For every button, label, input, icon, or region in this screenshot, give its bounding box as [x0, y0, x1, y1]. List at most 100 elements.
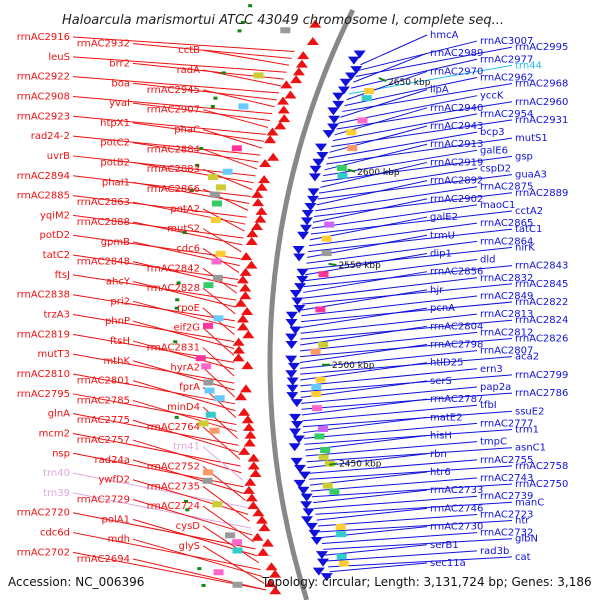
leader-line	[72, 333, 235, 363]
left-strand-gene-arrow	[267, 152, 280, 161]
left-strand-gene-arrow	[297, 51, 310, 60]
gene-label: cat	[515, 552, 531, 563]
left-strand-gene-arrow	[255, 206, 268, 215]
left-strand-gene-arrow	[258, 175, 271, 184]
left-strand-gene-arrow	[251, 532, 264, 541]
gene-label: rrnAC2795	[17, 389, 70, 400]
right-strand-gene-arrow	[353, 50, 366, 59]
cog-feature-box	[311, 391, 322, 398]
gene-label: trm1	[515, 424, 539, 435]
gene-label: rrnAC2801	[77, 376, 130, 387]
leader-line	[321, 155, 513, 182]
gene-label: phnP	[105, 316, 130, 327]
gene-label: htpX1	[100, 118, 130, 129]
label-connectors	[72, 34, 513, 591]
gene-label: glnA	[48, 409, 70, 420]
gene-label: rrnAC2720	[17, 508, 70, 519]
left-strand-gene-arrow	[292, 67, 305, 76]
gene-label: uvrB	[47, 151, 70, 162]
cog-feature-box	[253, 72, 264, 79]
leader-line	[132, 201, 246, 225]
right-strand-gene-arrow	[312, 567, 325, 576]
cog-feature-box	[329, 488, 340, 495]
right-strand-gene-arrow	[289, 290, 302, 299]
left-strand-gene-arrow	[232, 345, 245, 354]
leader-line	[311, 204, 478, 229]
gene-label: rad3b	[480, 546, 509, 557]
cog-feature-box	[198, 420, 209, 427]
cog-feature-box	[202, 469, 213, 476]
gene-label: mutS1	[515, 133, 548, 144]
left-strand-gene-arrow	[258, 523, 271, 532]
right-strand-gene-arrow	[297, 231, 310, 240]
right-strand-gene-arrow	[291, 421, 304, 430]
kbp-tick-label: 2650 kbp	[388, 78, 431, 88]
gene-label: eif2G	[173, 323, 200, 334]
gene-label: rrnAC2845	[515, 279, 568, 290]
cog-feature-box	[212, 200, 223, 207]
right-strand-gene-arrow	[317, 558, 330, 567]
right-strand-gene-arrow	[316, 151, 329, 160]
leader-line	[72, 214, 244, 239]
gene-label: matE2	[430, 412, 462, 423]
gene-label: rrnAC2864	[480, 236, 533, 247]
leader-line	[302, 277, 478, 299]
left-strand-gene-arrow	[269, 569, 282, 578]
cog-feature-box	[324, 221, 335, 228]
leader-line	[132, 300, 235, 329]
leader-line	[202, 228, 242, 253]
leader-line	[72, 76, 280, 94]
left-strand-gene-arrow	[245, 260, 258, 269]
leader-line	[323, 149, 478, 177]
leader-line	[300, 331, 478, 352]
gene-label: rrnAC2989	[430, 48, 483, 59]
right-strand-gene-arrow	[300, 493, 313, 502]
leader-line	[305, 246, 513, 270]
gc-skew-mark	[213, 96, 218, 100]
right-strand-gene-arrow	[345, 72, 358, 81]
leader-line	[301, 398, 428, 416]
gene-label: rrnAC2902	[430, 194, 483, 205]
leader-line	[132, 162, 254, 184]
leader-line	[316, 180, 428, 206]
cog-feature-box	[231, 145, 242, 152]
kbp-tick-mark	[378, 77, 387, 83]
leader-line	[331, 119, 513, 147]
leader-line	[360, 34, 428, 66]
left-strand-gene-arrow	[234, 392, 247, 401]
gc-skew-mark	[248, 4, 253, 8]
leader-line	[312, 198, 428, 223]
gc-skew-mark	[182, 231, 187, 235]
gene-label: rrnAC2832	[480, 273, 533, 284]
gene-label: trmU	[430, 230, 455, 241]
right-strand-gene-arrow	[327, 107, 340, 116]
leader-line	[132, 558, 267, 591]
leader-line	[357, 40, 478, 72]
gene-label: gsp	[515, 151, 533, 162]
gene-label: rrnAC2919	[430, 157, 483, 168]
leader-line	[202, 307, 235, 336]
gene-label: rrnAC2916	[17, 32, 70, 43]
leader-line	[72, 432, 241, 467]
leader-line	[309, 465, 513, 480]
leader-line	[302, 404, 478, 422]
left-strand-gene-arrow	[236, 275, 249, 284]
gene-label: serS	[430, 376, 452, 387]
right-strand-gene-arrow	[290, 457, 303, 466]
gene-label: fprA	[179, 382, 200, 393]
gene-label: rrnAC2931	[515, 115, 568, 126]
left-strand-gene-arrow	[239, 283, 252, 292]
gene-label: mcm2	[39, 428, 70, 439]
gene-label: rrnAC2743	[480, 473, 533, 484]
gene-label: rrnAC2913	[430, 139, 483, 150]
gc-skew-mark	[221, 71, 226, 75]
gene-label: ftsJ	[55, 270, 70, 281]
gc-skew-mark	[174, 306, 179, 310]
leader-line	[310, 210, 513, 235]
left-strand-gene-arrow	[255, 182, 268, 191]
gene-label: rrnAC2995	[515, 42, 568, 53]
leader-line	[301, 386, 478, 404]
left-strand-gene-arrow	[241, 415, 254, 424]
kbp-tick-label: 2500 kbp	[332, 361, 375, 371]
leader-line	[132, 280, 236, 308]
